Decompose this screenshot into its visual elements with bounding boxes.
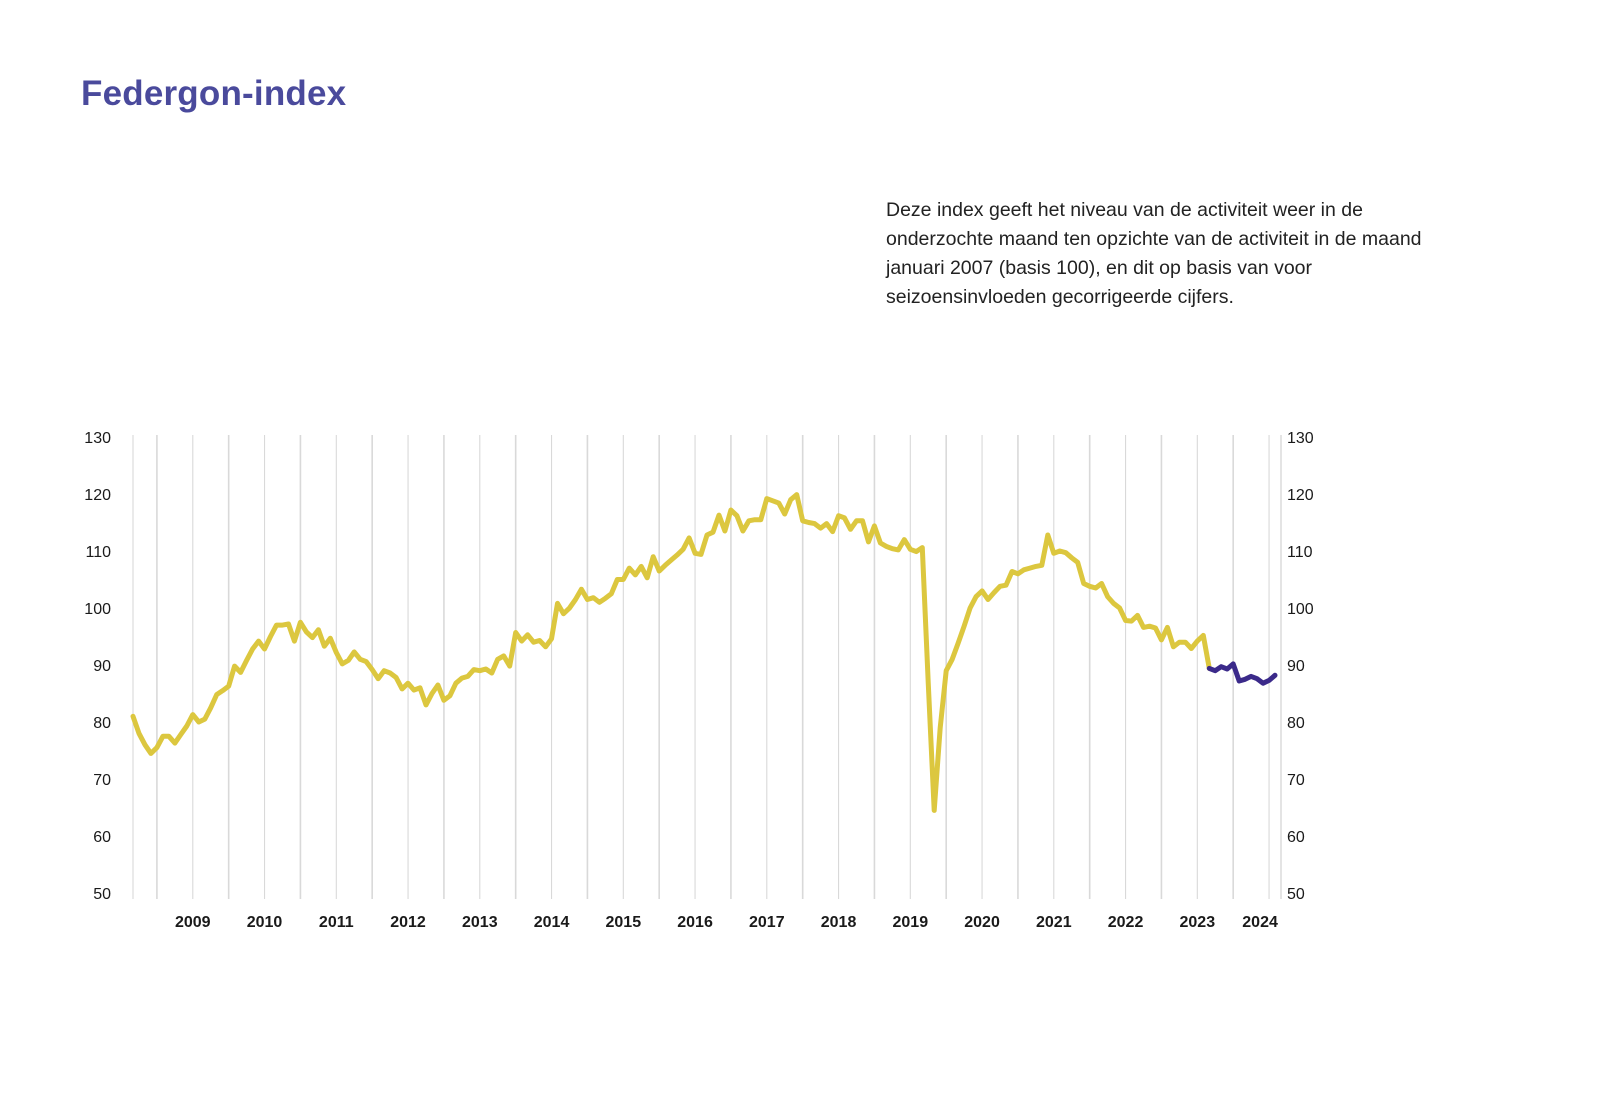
y-tick-label-right: 110 (1287, 544, 1313, 561)
y-tick-label-left: 50 (93, 886, 111, 903)
series (130, 492, 1278, 813)
y-tick-label-left: 120 (84, 487, 111, 504)
y-tick-label-left: 100 (84, 601, 111, 618)
y-axis-left: 130 120 110 100 90 80 70 60 50 (84, 430, 111, 903)
x-tick-label-year: 2013 (462, 914, 498, 931)
page-title: Federgon-index (81, 74, 347, 113)
chart-description: Deze index geeft het niveau van de activ… (886, 199, 1422, 308)
y-tick-label-left: 90 (93, 658, 111, 675)
x-axis: 2009 2010 2011 2012 2013 2014 2015 2016 2017 2018… (175, 914, 1278, 931)
x-tick-label-year: 2016 (677, 914, 713, 931)
series-line-main (130, 492, 1212, 813)
y-tick-label-right: 70 (1287, 772, 1305, 789)
series-line-recent (1206, 661, 1278, 686)
y-tick-label-right: 120 (1287, 487, 1314, 504)
y-tick-label-left: 130 (84, 430, 111, 447)
y-tick-label-left: 110 (85, 544, 111, 561)
x-tick-label-year: 2009 (175, 914, 211, 931)
x-tick-label-year: 2011 (319, 914, 354, 931)
x-tick-label-year: 2015 (606, 914, 642, 931)
y-tick-label-right: 130 (1287, 430, 1314, 447)
x-tick-label-year: 2022 (1108, 914, 1144, 931)
x-tick-label-year: 2023 (1180, 914, 1216, 931)
x-tick-label-year: 2024 (1242, 914, 1278, 931)
y-tick-label-right: 80 (1287, 715, 1305, 732)
gridlines (132, 435, 1282, 899)
x-tick-label-year: 2021 (1036, 914, 1072, 931)
x-tick-label-year: 2017 (749, 914, 785, 931)
x-tick-label-year: 2010 (247, 914, 283, 931)
y-tick-label-right: 50 (1287, 886, 1305, 903)
y-tick-label-left: 60 (93, 829, 111, 846)
y-tick-label-left: 80 (93, 715, 111, 732)
x-tick-label-year: 2012 (390, 914, 426, 931)
y-tick-label-right: 60 (1287, 829, 1305, 846)
y-tick-label-right: 100 (1287, 601, 1314, 618)
x-tick-label-year: 2019 (893, 914, 929, 931)
x-tick-label-year: 2014 (534, 914, 570, 931)
x-tick-label-year: 2020 (964, 914, 1000, 931)
x-tick-label-year: 2018 (821, 914, 857, 931)
y-tick-label-left: 70 (93, 772, 111, 789)
y-tick-label-right: 90 (1287, 658, 1305, 675)
y-axis-right: 130 120 110 100 90 80 70 60 50 (1287, 430, 1314, 903)
